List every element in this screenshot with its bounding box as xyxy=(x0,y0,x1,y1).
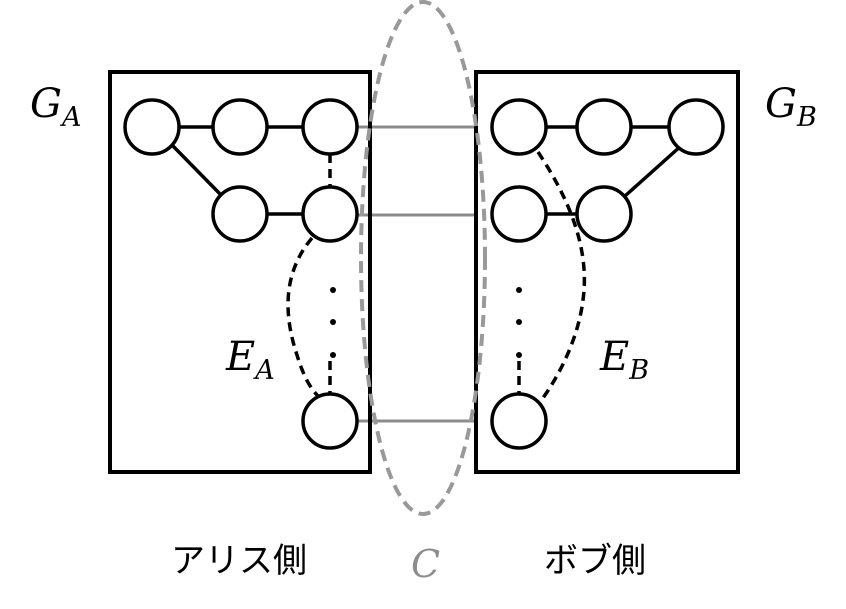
alice-edge xyxy=(170,143,224,198)
ellipsis-dot xyxy=(330,319,336,325)
alice-edges xyxy=(170,125,303,216)
bob-box xyxy=(474,70,740,474)
ellipsis-dot xyxy=(330,287,336,293)
ellipsis-dot xyxy=(330,352,336,358)
cross-links xyxy=(357,125,478,423)
alice-node xyxy=(301,98,359,156)
bob-node xyxy=(575,185,633,243)
edges-a-label: EA xyxy=(225,334,275,386)
alice-dashed-arc xyxy=(286,236,320,398)
alice-node xyxy=(301,392,359,450)
bob-dashed-edges xyxy=(517,151,587,404)
alice-ellipsis-dots xyxy=(330,287,336,358)
bob-node xyxy=(490,98,548,156)
cut-label: C xyxy=(411,542,440,586)
ellipsis-dot xyxy=(516,319,522,325)
alice-node xyxy=(123,98,181,156)
bob-node xyxy=(490,392,548,450)
cut-ellipse xyxy=(359,0,487,516)
alice-nodes xyxy=(123,98,359,450)
alice-node xyxy=(211,98,269,156)
bob-edge xyxy=(623,143,684,198)
bob-node xyxy=(490,185,548,243)
bob-edges xyxy=(546,125,684,216)
alice-side-label: アリス側 xyxy=(171,541,307,581)
alice-dashed-edges xyxy=(286,154,332,398)
alice-node xyxy=(301,185,359,243)
bob-ellipsis-dots xyxy=(516,287,522,358)
bob-nodes xyxy=(490,98,725,450)
alice-box xyxy=(108,70,372,474)
graph-b-label: GB xyxy=(765,81,817,133)
bob-node xyxy=(667,98,725,156)
edges-b-label: EB xyxy=(599,334,649,386)
ellipsis-dot xyxy=(516,352,522,358)
bob-node xyxy=(575,98,633,156)
bob-dashed-arc xyxy=(536,151,587,404)
graph-a-label: GA xyxy=(30,81,81,133)
ellipsis-dot xyxy=(516,287,522,293)
alice-node xyxy=(211,185,269,243)
bob-side-label: ボブ側 xyxy=(544,541,646,581)
